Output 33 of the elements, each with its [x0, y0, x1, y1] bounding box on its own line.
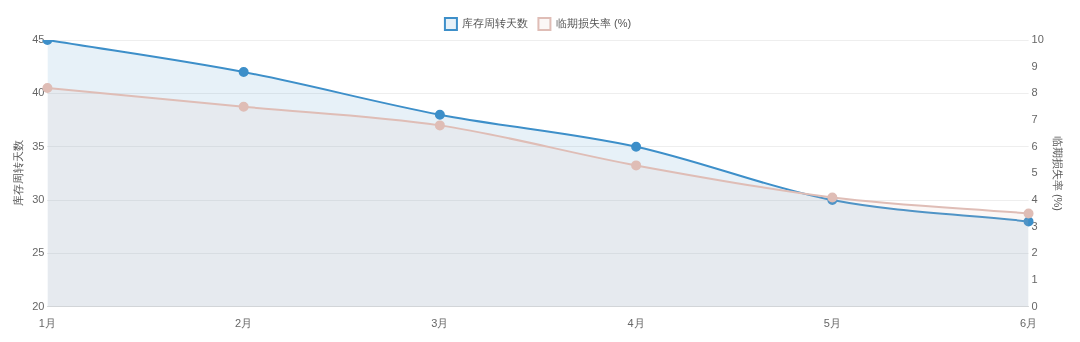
- x-tick-label: 2月: [235, 317, 253, 330]
- x-tick-label: 5月: [823, 317, 841, 330]
- y2-axis-title: 临期损失率 (%): [1052, 135, 1065, 211]
- point: [434, 109, 445, 120]
- legend-label: 库存周转天数: [462, 17, 529, 30]
- point: [1023, 208, 1034, 219]
- y2-tick-label: 0: [1031, 299, 1038, 312]
- y2-tick-label: 10: [1031, 33, 1044, 46]
- y2-tick-label: 9: [1031, 59, 1038, 72]
- y-axis-title: 库存周转天数: [11, 140, 24, 207]
- x-tick-label: 1月: [38, 317, 56, 330]
- y2-tick-label: 1: [1031, 273, 1038, 286]
- y-tick-label: 35: [32, 139, 45, 152]
- y2-tick-label: 8: [1031, 86, 1038, 99]
- point: [42, 83, 53, 94]
- point: [238, 101, 249, 112]
- point: [631, 141, 642, 152]
- point: [238, 67, 249, 78]
- legend-label: 临期损失率 (%): [555, 17, 632, 30]
- y-tick-label: 30: [32, 193, 45, 206]
- y-tick-label: 20: [32, 299, 45, 312]
- y-tick-label: 40: [32, 86, 45, 99]
- y-tick-label: 25: [32, 246, 45, 259]
- y2-tick-label: 5: [1031, 166, 1038, 179]
- x-tick-label: 3月: [431, 317, 449, 330]
- y2-tick-label: 7: [1031, 113, 1038, 126]
- y2-tick-label: 4: [1031, 193, 1038, 206]
- x-tick-label: 4月: [627, 317, 645, 330]
- point: [434, 120, 445, 131]
- y2-tick-label: 6: [1031, 139, 1038, 152]
- y2-tick-label: 2: [1031, 246, 1038, 259]
- point: [631, 160, 642, 171]
- x-tick-label: 6月: [1020, 317, 1038, 330]
